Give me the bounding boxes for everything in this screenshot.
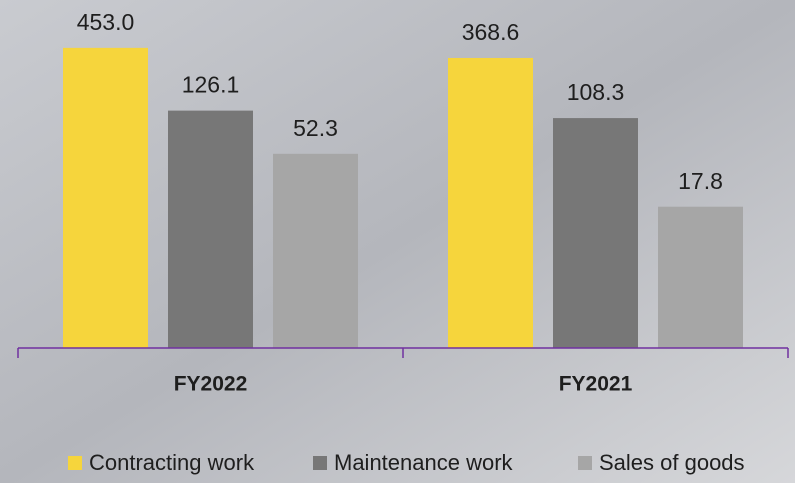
bar	[63, 48, 148, 348]
bar	[553, 118, 638, 348]
bar	[273, 154, 358, 348]
legend-label: Contracting work	[89, 450, 255, 475]
legend-label: Sales of goods	[599, 450, 745, 475]
bar	[658, 207, 743, 348]
x-tick-label: FY2022	[174, 373, 248, 396]
legend-swatch	[313, 456, 327, 470]
bar	[168, 111, 253, 348]
value-label: 52.3	[293, 115, 338, 141]
bar	[448, 58, 533, 348]
value-label: 368.6	[462, 19, 520, 45]
legend-swatch	[68, 456, 82, 470]
legend-swatch	[578, 456, 592, 470]
value-label: 17.8	[678, 168, 723, 194]
value-label: 108.3	[567, 79, 625, 105]
page: {"chart_data": {"type": "bar", "log_scal…	[0, 0, 795, 483]
x-tick-label: FY2021	[559, 373, 633, 396]
chart: 453.0 126.1 52.3 FY2022 368.6 108.3 17.8 FY2021…	[0, 0, 795, 483]
value-label: 126.1	[182, 72, 240, 98]
legend-label: Maintenance work	[334, 450, 514, 475]
value-label: 453.0	[77, 9, 135, 35]
